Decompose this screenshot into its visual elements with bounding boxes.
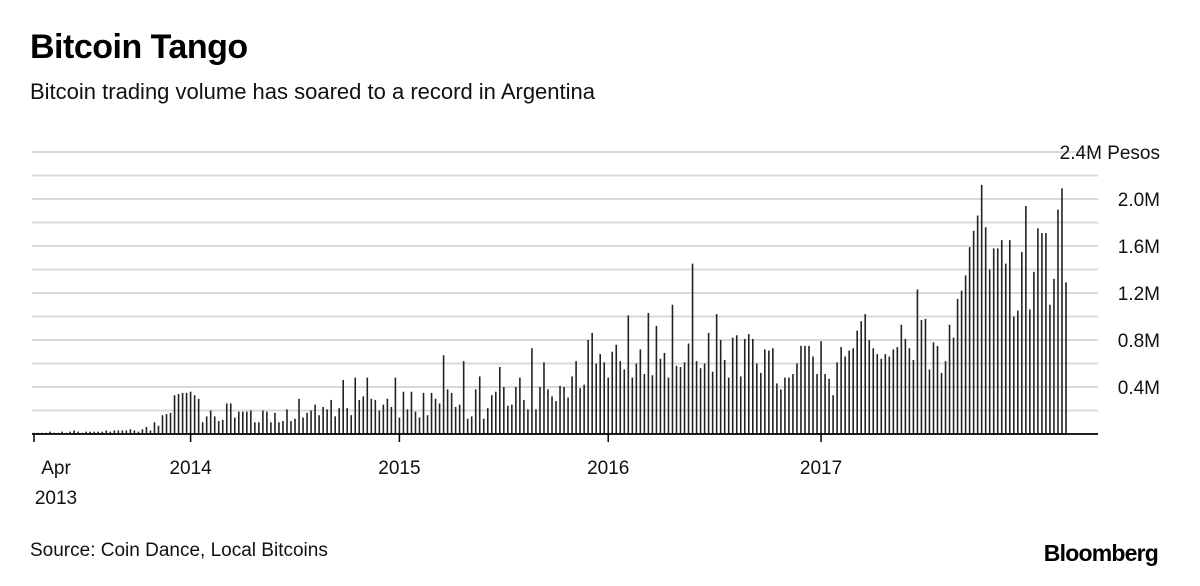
y-tick-label: 0.4M <box>1118 378 1160 399</box>
y-tick-label: 1.6M <box>1118 237 1160 258</box>
y-tick-label: 2.0M <box>1118 190 1160 211</box>
bloomberg-logo: Bloomberg <box>1043 540 1159 566</box>
bars <box>33 184 1067 434</box>
source-note: Source: Coin Dance, Local Bitcoins <box>30 540 328 561</box>
chart-subtitle: Bitcoin trading volume has soared to a r… <box>30 79 595 104</box>
chart-title: Bitcoin Tango <box>30 28 248 66</box>
tick-labels: 0.4M 0.8M 1.2M 1.6M 2.0M 2.4M Pesos Apr 2013 201… <box>35 143 1160 509</box>
y-tick-label: 2.4M Pesos <box>1060 143 1160 164</box>
y-tick-label: 1.2M <box>1118 284 1160 305</box>
x-tick-sublabel: 2013 <box>35 488 77 509</box>
x-tick-label: 2016 <box>587 458 629 479</box>
x-tick-label: 2014 <box>169 458 212 479</box>
gridlines <box>32 151 1098 412</box>
x-tick-label: Apr <box>41 458 71 479</box>
y-tick-label: 0.8M <box>1118 331 1160 352</box>
x-tick-label: 2017 <box>800 458 842 479</box>
x-axis <box>32 433 1098 442</box>
x-tick-label: 2015 <box>378 458 420 479</box>
